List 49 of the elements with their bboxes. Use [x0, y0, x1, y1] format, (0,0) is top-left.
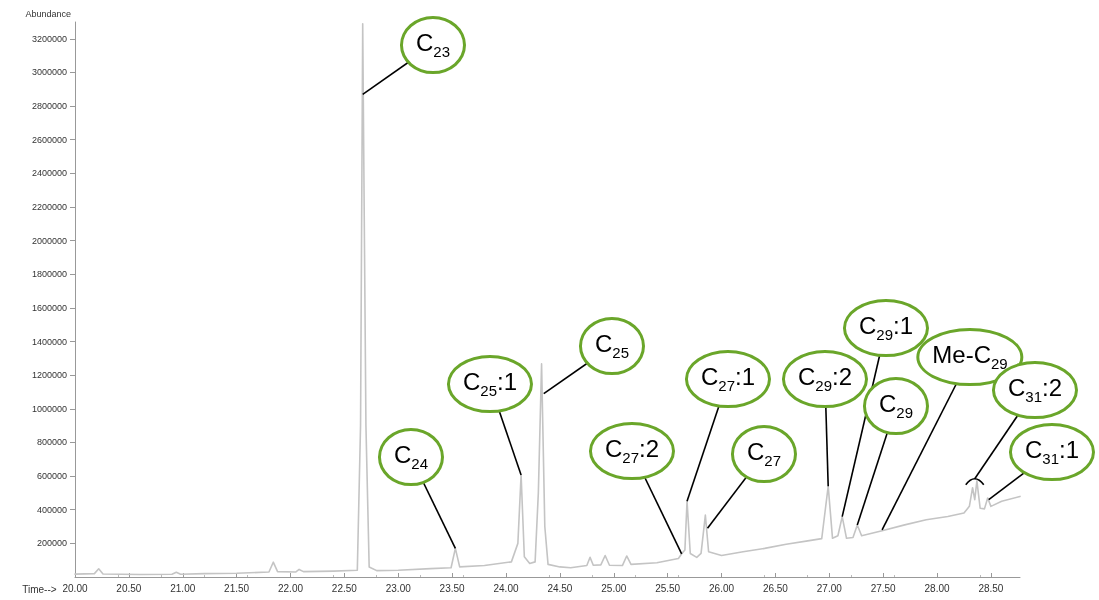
- y-tick-label: 1800000: [31, 269, 67, 280]
- y-tick-label: 3200000: [31, 33, 67, 44]
- x-axis-title: Time-->: [22, 583, 57, 595]
- y-tick-label: 2800000: [31, 101, 67, 112]
- annotation: C$_{27}$:2: [588, 422, 676, 480]
- x-tick-label: 23.50: [439, 582, 466, 594]
- annotation: C$_{25}$:1: [446, 355, 534, 413]
- x-tick-label: 24.50: [547, 582, 573, 594]
- annotation: C$_{23}$: [399, 16, 467, 74]
- x-tick-label: 24.00: [493, 582, 519, 594]
- y-tick-label: 600000: [36, 471, 67, 482]
- y-tick-label: 800000: [36, 437, 67, 448]
- annotation: C$_{27}$:1: [684, 350, 772, 408]
- y-tick-label: 3000000: [31, 67, 67, 78]
- annotation: C$_{24}$: [377, 428, 445, 486]
- y-tick-label: 2000000: [31, 235, 67, 246]
- x-tick-label: 25.00: [601, 582, 627, 594]
- annotation: C$_{31}$:2: [1007, 374, 1063, 405]
- annotation: C$_{27}$: [730, 425, 798, 483]
- annotation: C$_{29}$:2: [781, 350, 869, 408]
- annotation: C$_{25}$: [578, 317, 646, 375]
- x-tick-label: 28.00: [924, 582, 950, 594]
- annotation: C$_{31}$:1: [1008, 423, 1096, 481]
- y-tick-label: 2600000: [31, 134, 67, 145]
- annotation: C$_{29}$:1: [842, 299, 930, 357]
- x-tick-label: 22.50: [331, 582, 358, 594]
- y-tick-label: 1000000: [31, 403, 67, 414]
- x-tick-label: 20.50: [116, 582, 142, 594]
- x-tick-label: 23.00: [385, 582, 412, 594]
- y-tick-label: 1600000: [31, 302, 67, 313]
- x-tick-label: 28.50: [978, 582, 1004, 594]
- x-tick-label: 25.50: [655, 582, 681, 594]
- x-tick-label: 27.50: [870, 582, 897, 594]
- y-axis-title: Abundance: [25, 8, 71, 19]
- x-tick-label: 21.50: [224, 582, 250, 594]
- x-tick-label: 20.00: [62, 582, 88, 594]
- x-tick-label: 27.00: [816, 582, 843, 594]
- y-tick-label: 1200000: [31, 370, 67, 381]
- x-tick-label: 22.00: [277, 582, 304, 594]
- y-tick-label: 2400000: [31, 168, 67, 179]
- y-tick-label: 1400000: [31, 336, 67, 347]
- x-tick-label: 26.50: [762, 582, 789, 594]
- x-tick-label: 21.00: [170, 582, 196, 594]
- annotation: C$_{29}$: [862, 377, 930, 435]
- y-tick-label: 400000: [36, 504, 67, 515]
- y-tick-label: 200000: [36, 538, 67, 549]
- annotation: Me-C$_{29}$: [932, 341, 1008, 372]
- y-tick-label: 2200000: [31, 202, 67, 212]
- x-tick-label: 26.00: [709, 582, 735, 594]
